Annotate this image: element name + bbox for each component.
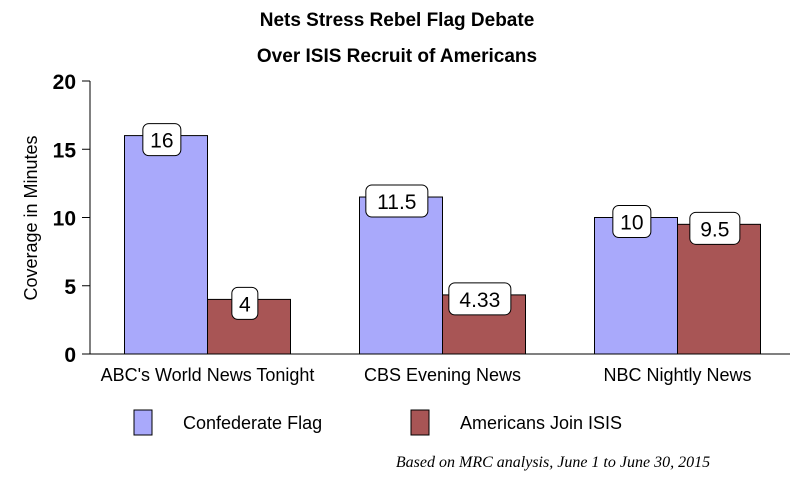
legend-swatch: [133, 409, 153, 436]
data-label: 9.5: [700, 218, 729, 241]
data-label: 16: [150, 130, 173, 153]
source-note: Based on MRC analysis, June 1 to June 30…: [396, 454, 710, 471]
bar: [124, 135, 208, 355]
legend-swatch: [410, 409, 430, 436]
data-label-box: [689, 211, 741, 245]
y-tick-label: 15: [53, 139, 77, 162]
data-label-box: [365, 184, 429, 218]
legend-label: Confederate Flag: [183, 413, 322, 433]
y-axis-label: Coverage in Minutes: [21, 135, 41, 300]
data-label-box: [448, 282, 512, 316]
data-label-box: [142, 123, 182, 157]
bar: [359, 196, 443, 355]
data-label: 10: [620, 212, 643, 235]
data-label: 4.33: [459, 289, 500, 312]
data-label: 4: [239, 293, 251, 316]
category-label: NBC Nightly News: [603, 365, 751, 385]
bar: [594, 217, 678, 355]
data-label: 11.5: [377, 191, 416, 214]
y-tick-label: 0: [64, 344, 76, 367]
data-label-box: [612, 205, 652, 238]
data-label-box: [231, 286, 259, 320]
y-tick-label: 10: [53, 208, 76, 231]
category-label: ABC's World News Tonight: [101, 365, 315, 385]
legend-label: Americans Join ISIS: [460, 413, 622, 433]
category-label: CBS Evening News: [364, 365, 521, 385]
chart-title-line-2: Over ISIS Recruit of Americans: [257, 46, 537, 67]
chart-title-line-1: Nets Stress Rebel Flag Debate: [260, 10, 535, 31]
y-tick-label: 20: [53, 71, 76, 94]
y-tick-label: 5: [64, 276, 76, 299]
